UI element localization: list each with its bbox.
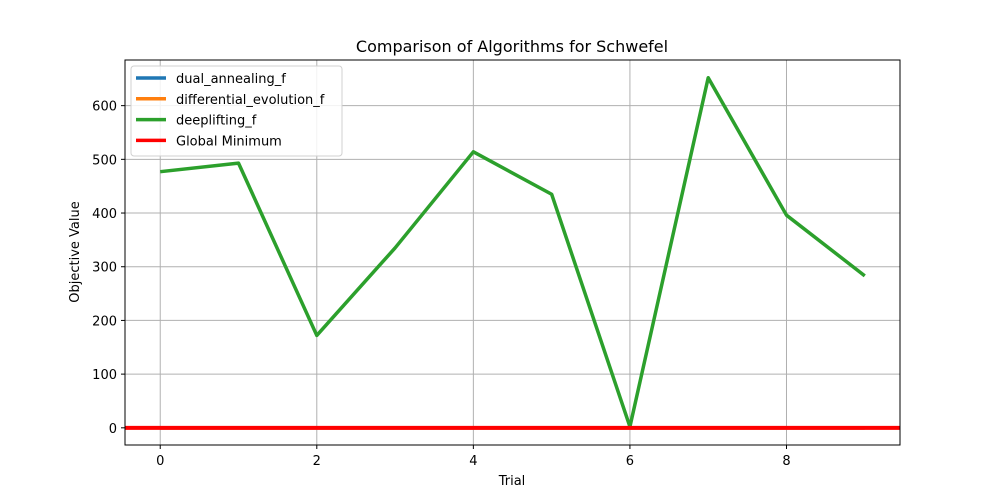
chart-title: Comparison of Algorithms for Schwefel	[356, 37, 668, 56]
y-tick-label: 100	[92, 368, 117, 383]
x-tick-label: 8	[782, 454, 790, 469]
y-axis-ticks: 0 100 200 300 400 500 600	[92, 100, 125, 437]
x-tick-label: 2	[313, 454, 321, 469]
y-tick-label: 200	[92, 314, 117, 329]
plot-frame	[124, 59, 901, 446]
legend: dual_annealing_f differential_evolution_f…	[130, 65, 343, 157]
y-tick-label: 600	[92, 100, 117, 115]
x-tick-label: 4	[469, 454, 477, 469]
y-axis-label: Objective Value	[68, 201, 83, 302]
x-axis-ticks: 0 2 4 6 8	[156, 445, 791, 469]
y-tick-label: 300	[92, 261, 117, 276]
series-line-deeplifting_f	[160, 75, 866, 429]
y-tick-label: 0	[109, 422, 117, 437]
legend-box	[130, 65, 343, 157]
x-tick-label: 0	[156, 454, 164, 469]
legend-label: Global Minimum	[176, 134, 282, 149]
y-tick-label: 400	[92, 207, 117, 222]
legend-label: differential_evolution_f	[176, 93, 325, 108]
series-layer	[125, 75, 900, 430]
y-tick-label: 500	[92, 153, 117, 168]
legend-label: deeplifting_f	[176, 114, 257, 129]
legend-label: dual_annealing_f	[176, 72, 286, 87]
x-axis-label: Trial	[498, 474, 526, 489]
x-tick-label: 6	[626, 454, 634, 469]
